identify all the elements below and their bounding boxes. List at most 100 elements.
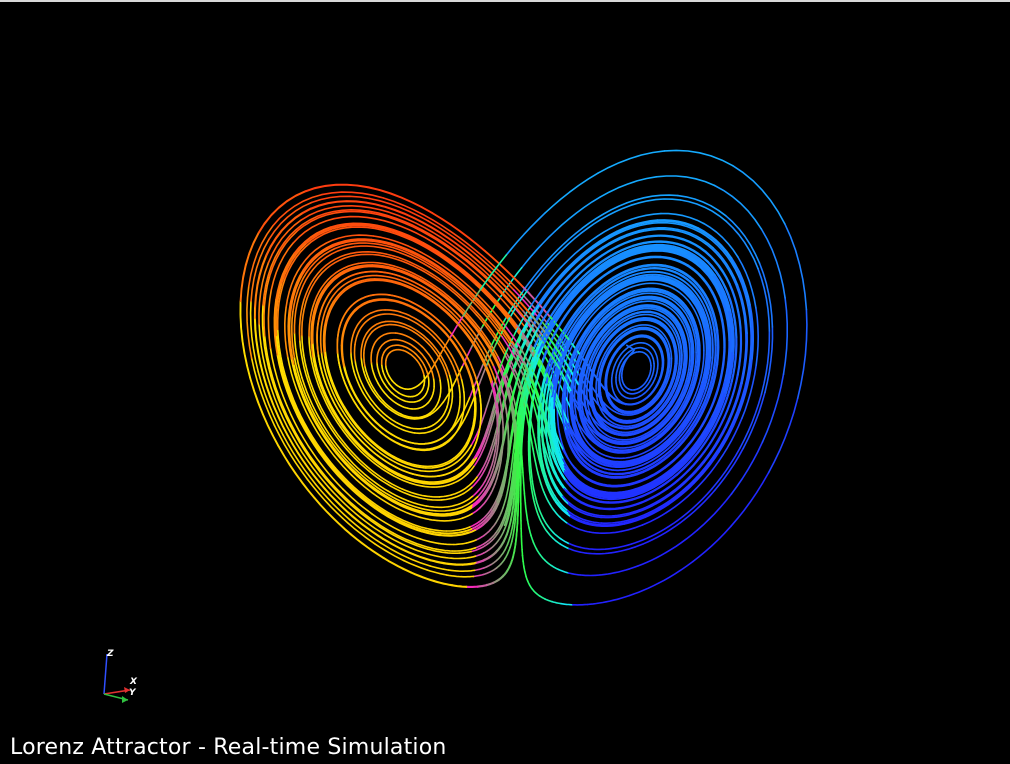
trajectory-segment <box>272 193 323 227</box>
trajectory-segment <box>486 445 493 459</box>
trajectory-segment <box>586 448 596 457</box>
trajectory-segment <box>694 396 710 427</box>
trajectory-segment <box>689 352 694 377</box>
trajectory-segment <box>737 327 743 376</box>
trajectory-segment <box>669 297 685 312</box>
trajectory-segment <box>353 343 356 362</box>
trajectory-segment <box>677 228 714 249</box>
trajectory-segment <box>588 349 596 364</box>
trajectory-segment <box>697 227 733 259</box>
trajectory-segment <box>611 456 625 460</box>
trajectory-segment <box>522 482 526 494</box>
trajectory-segment <box>414 399 421 403</box>
trajectory-segment <box>474 325 491 348</box>
trajectory-segment <box>379 323 392 328</box>
trajectory-segment <box>460 379 465 393</box>
trajectory-segment <box>652 405 664 417</box>
trajectory-segment <box>603 467 618 472</box>
trajectory-segment <box>437 512 453 515</box>
trajectory-segment <box>520 421 524 438</box>
trajectory-segment <box>713 447 745 492</box>
trajectory-segment <box>376 487 401 502</box>
trajectory-segment <box>470 501 480 509</box>
trajectory-segment <box>612 309 628 320</box>
trajectory-segment <box>637 551 667 567</box>
trajectory-segment <box>381 378 388 388</box>
trajectory-segment <box>452 416 458 427</box>
trajectory-segment <box>662 414 677 431</box>
trajectory-segment <box>682 384 694 408</box>
trajectory-segment <box>570 404 573 419</box>
trajectory-segment <box>543 491 550 503</box>
trajectory-segment <box>498 482 504 494</box>
trajectory-segment <box>331 234 375 241</box>
trajectory-segment <box>422 242 465 271</box>
trajectory-segment <box>437 395 441 404</box>
trajectory-segment <box>594 454 605 462</box>
trajectory-segment <box>300 205 353 221</box>
trajectory-segment <box>458 466 468 476</box>
trajectory-segment <box>609 329 620 341</box>
trajectory-segment <box>571 397 580 411</box>
trajectory-segment <box>605 449 617 454</box>
trajectory-segment <box>630 410 640 414</box>
trajectory-segment <box>730 257 751 306</box>
trajectory-segment <box>407 490 426 497</box>
trajectory-segment <box>513 374 522 393</box>
trajectory-segment <box>423 430 433 434</box>
trajectory-segment <box>667 376 675 392</box>
trajectory-segment <box>490 483 496 494</box>
trajectory-segment <box>446 397 450 408</box>
trajectory-segment <box>453 501 465 507</box>
trajectory-segment <box>437 542 455 546</box>
trajectory-segment <box>558 462 566 474</box>
trajectory-segment <box>414 353 422 360</box>
trajectory-segment <box>329 268 356 285</box>
trajectory-segment <box>493 333 509 356</box>
trajectory-segment <box>528 527 532 537</box>
trajectory-segment <box>479 333 493 355</box>
trajectory-segment <box>330 262 359 277</box>
trajectory-segment <box>513 356 525 377</box>
trajectory-segment <box>578 409 583 422</box>
trajectory-segment <box>513 456 517 471</box>
trajectory-segment <box>461 410 470 424</box>
trajectory-segment <box>378 463 399 477</box>
trajectory-segment <box>678 380 689 402</box>
trajectory-segment <box>427 220 478 257</box>
trajectory-segment <box>448 506 462 512</box>
trajectory-segment <box>440 337 451 354</box>
trajectory-segment <box>520 323 534 349</box>
trajectory-segment <box>385 364 388 372</box>
trajectory-segment <box>603 419 612 427</box>
trajectory-segment <box>565 245 598 274</box>
trajectory-segment <box>543 398 550 415</box>
trajectory-segment <box>535 500 541 511</box>
trajectory-segment <box>691 376 702 404</box>
trajectory-segment <box>643 336 652 340</box>
trajectory-segment <box>523 566 526 573</box>
trajectory-segment <box>541 523 548 533</box>
trajectory-segment <box>500 558 506 565</box>
trajectory-segment <box>599 418 607 427</box>
trajectory-segment <box>455 450 464 460</box>
trajectory-segment <box>476 254 515 291</box>
trajectory-segment <box>589 522 605 526</box>
trajectory-segment <box>469 457 478 468</box>
trajectory-segment <box>301 247 330 277</box>
trajectory-segment <box>605 364 610 374</box>
trajectory-segment <box>293 226 332 254</box>
trajectory-segment <box>589 391 593 404</box>
trajectory-segment <box>642 347 649 351</box>
trajectory-segment <box>511 479 515 492</box>
trajectory-segment <box>393 313 410 320</box>
trajectory-segment <box>305 225 348 245</box>
trajectory-segment <box>303 268 323 301</box>
trajectory-segment <box>530 488 535 500</box>
trajectory-segment <box>345 224 394 233</box>
trajectory-segment <box>435 548 454 552</box>
trajectory-segment <box>399 508 421 519</box>
trajectory-segment <box>387 512 413 525</box>
